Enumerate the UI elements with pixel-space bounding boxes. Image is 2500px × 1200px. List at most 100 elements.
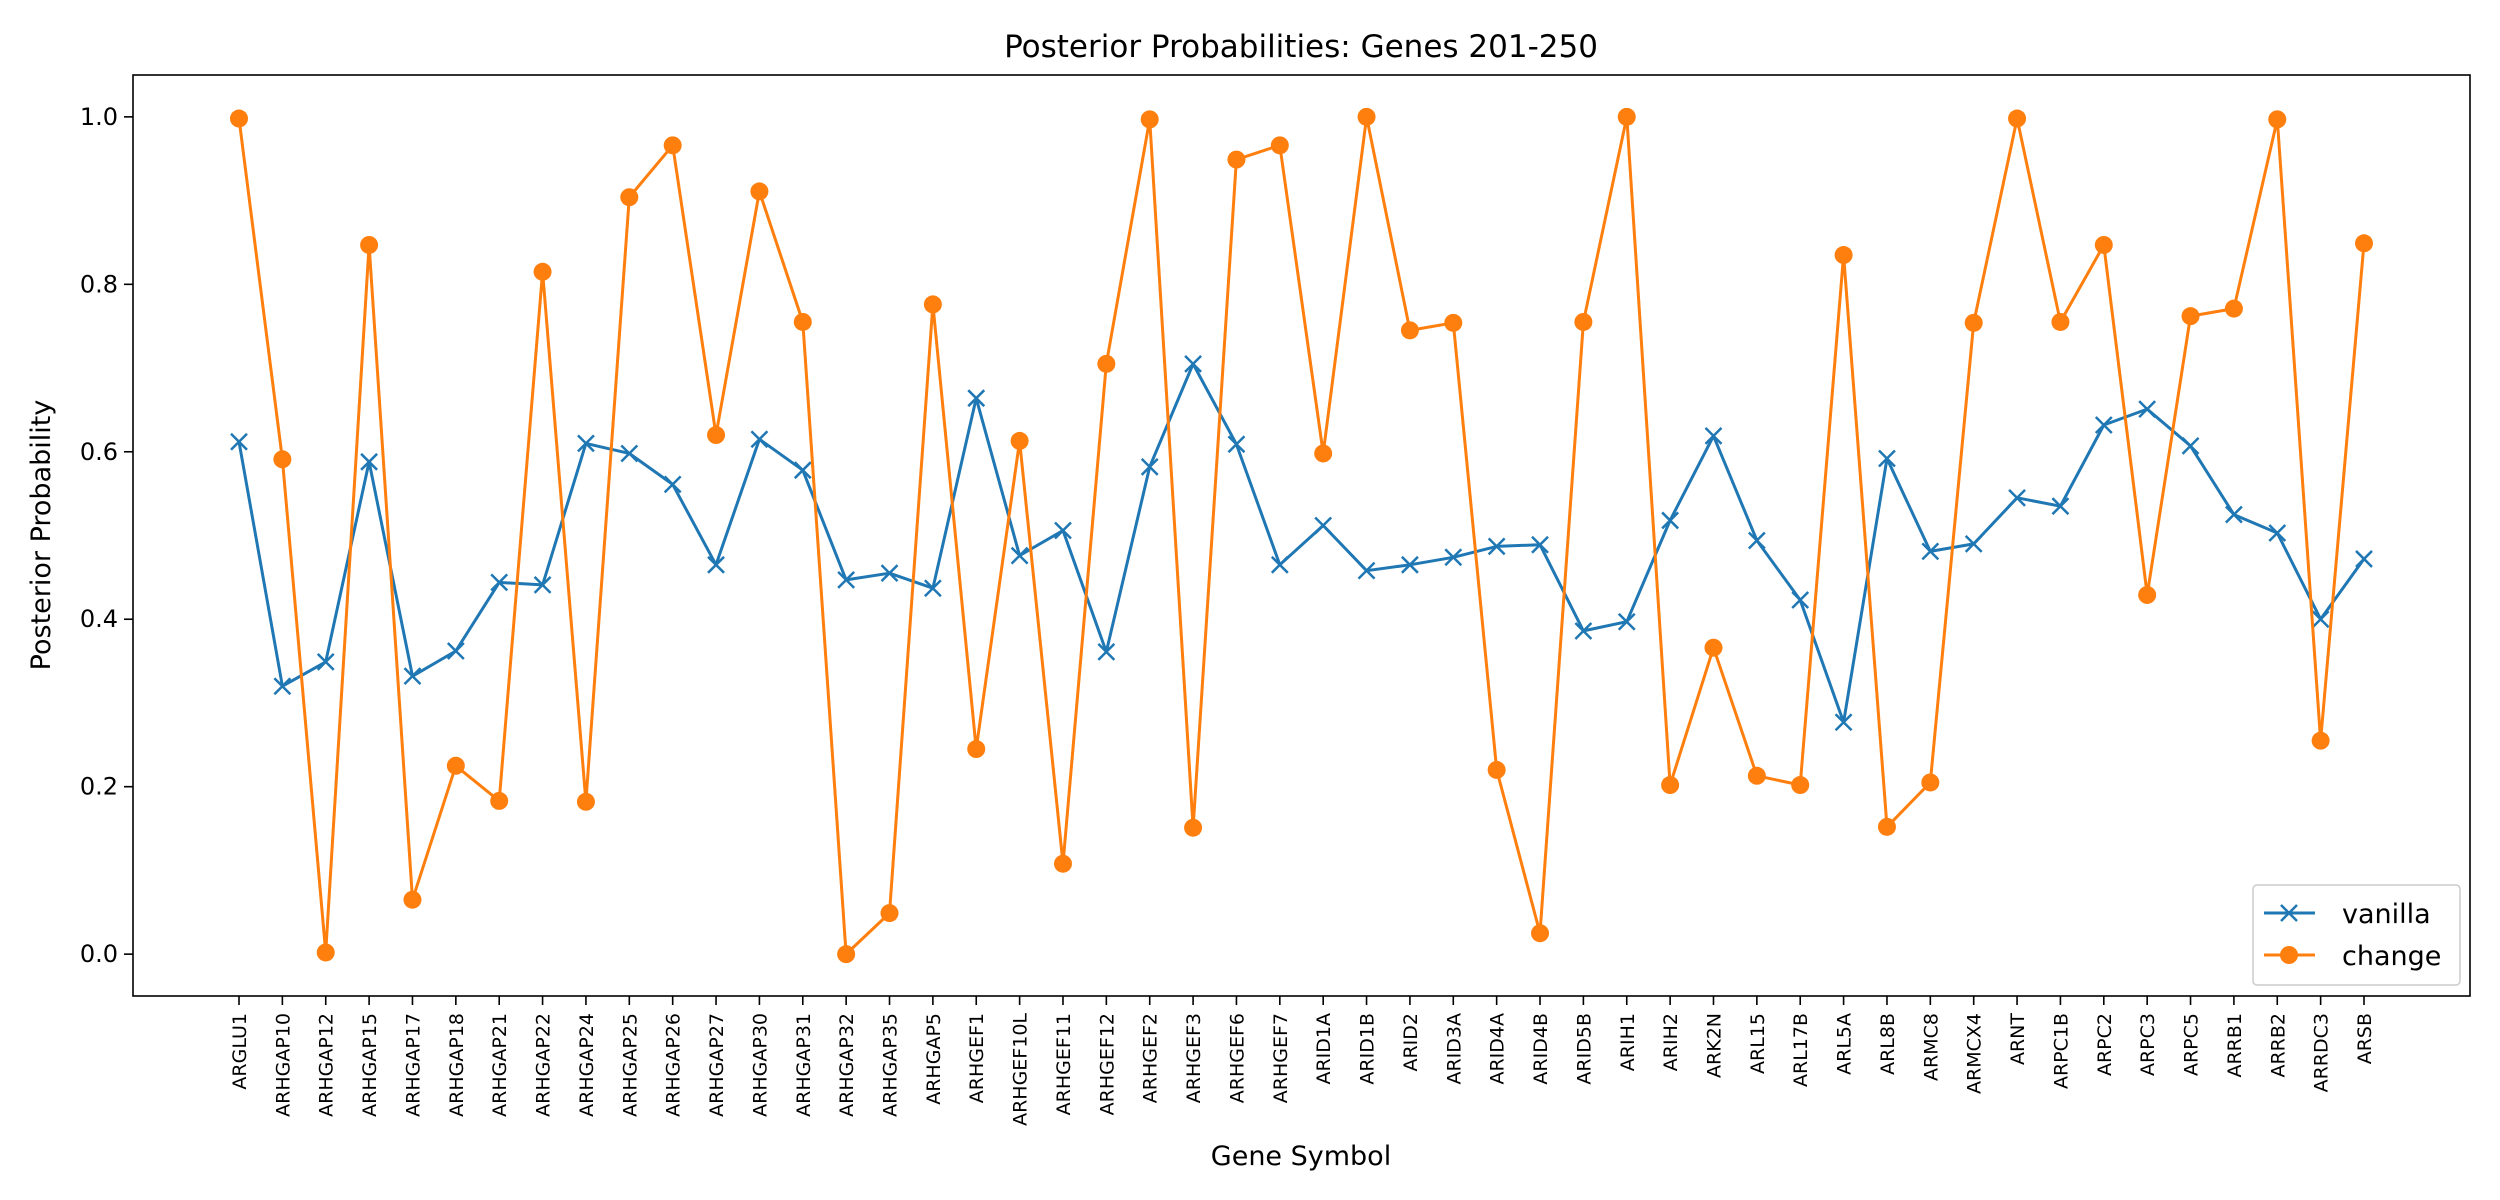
x-tick-label: ARHGAP17 — [402, 1013, 424, 1117]
x-tick-label: ARHGAP35 — [880, 1013, 902, 1117]
y-axis: 0.0 0.2 0.4 0.6 0.8 1.0 — [80, 103, 133, 968]
data-point — [533, 262, 552, 281]
x-tick-label: ARHGAP21 — [489, 1013, 511, 1117]
x-tick-label: ARHGEF2 — [1140, 1013, 1162, 1103]
data-point — [1574, 312, 1593, 331]
data-point — [1357, 107, 1376, 126]
data-point — [2008, 488, 2026, 507]
data-point — [360, 235, 379, 254]
data-point — [1010, 431, 1029, 450]
data-point — [620, 188, 639, 207]
data-point — [967, 740, 986, 759]
data-point — [2051, 312, 2070, 331]
x-tick-label: ARHGEF1 — [966, 1013, 988, 1103]
data-point — [1097, 354, 1116, 373]
data-point — [663, 475, 682, 494]
data-point — [923, 579, 942, 598]
plot-area — [230, 107, 2373, 964]
x-tick-label: ARRB2 — [2267, 1013, 2289, 1078]
data-point — [576, 792, 595, 811]
data-point — [707, 426, 726, 445]
data-point — [2224, 299, 2243, 318]
legend-marker-vanilla — [2280, 904, 2298, 922]
x-tick-label: ARID4B — [1530, 1013, 1552, 1085]
data-point — [1878, 449, 1896, 468]
data-point — [1921, 773, 1940, 792]
x-tick-label: ARPC5 — [2181, 1013, 2203, 1076]
data-point — [1314, 516, 1333, 535]
data-point — [837, 945, 856, 964]
data-point — [2355, 550, 2373, 568]
data-point — [1140, 110, 1159, 129]
series-line-vanilla — [237, 362, 2366, 724]
x-tick-label: ARHGAP18 — [446, 1013, 468, 1117]
data-point — [1834, 246, 1853, 265]
data-point — [793, 312, 812, 331]
x-tick-label: ARSB — [2354, 1013, 2376, 1064]
data-point — [230, 109, 248, 128]
data-point — [490, 573, 509, 592]
data-point — [490, 791, 509, 810]
data-point — [1400, 321, 1419, 340]
x-tick-label: ARMCX4 — [1964, 1013, 1986, 1094]
data-point — [577, 434, 595, 453]
x-tick-label: ARHGEF12 — [1096, 1013, 1118, 1115]
data-point — [446, 642, 465, 660]
series-change — [230, 107, 2373, 964]
legend-box — [2252, 884, 2461, 986]
plot-frame — [132, 74, 2471, 997]
data-point — [1704, 426, 1723, 445]
data-point — [880, 904, 899, 923]
data-point — [1661, 776, 1680, 795]
x-tick-label: ARPC3 — [2137, 1013, 2159, 1076]
data-point — [1097, 642, 1116, 661]
x-tick-label: ARHGAP22 — [533, 1013, 555, 1117]
x-tick-label: ARHGAP15 — [359, 1013, 381, 1117]
legend-label-vanilla: vanilla — [2342, 899, 2431, 930]
data-point — [1010, 546, 1029, 565]
x-tick-label: ARID2 — [1400, 1013, 1422, 1072]
series-line-change — [237, 115, 2366, 956]
data-point — [2181, 307, 2200, 326]
data-point — [1747, 531, 1766, 550]
x-tick-label: ARNT — [2007, 1013, 2029, 1065]
x-tick-label: ARID1B — [1357, 1013, 1379, 1085]
data-point — [1747, 766, 1766, 785]
x-tick-label: ARGLU1 — [229, 1013, 251, 1090]
data-point — [1574, 622, 1593, 640]
data-point — [707, 555, 725, 574]
x-tick-label: ARPC1B — [2050, 1013, 2072, 1089]
data-point — [1531, 924, 1550, 943]
data-point — [1270, 555, 1289, 574]
data-point — [1487, 537, 1506, 556]
x-tick-label: ARIH1 — [1617, 1013, 1639, 1071]
data-point — [2225, 505, 2243, 524]
chart-title: Posterior Probabilities: Genes 201-250 — [1004, 29, 1598, 65]
x-tick-label: ARID1A — [1313, 1013, 1335, 1085]
x-tick-label: ARHGAP31 — [793, 1013, 815, 1117]
data-point — [1791, 591, 1810, 609]
data-point — [1964, 313, 1983, 332]
data-point — [2094, 416, 2113, 434]
x-tick-label: ARHGEF11 — [1053, 1013, 1075, 1115]
x-tick-label: ARID5B — [1573, 1013, 1595, 1085]
data-point — [403, 890, 422, 909]
x-tick-label: ARHGEF7 — [1270, 1013, 1292, 1103]
data-point — [1921, 542, 1940, 561]
x-tick-label: ARPC2 — [2094, 1013, 2116, 1076]
legend-item-vanilla: vanilla — [2264, 899, 2431, 930]
data-point — [1487, 760, 1506, 779]
data-point — [1184, 818, 1203, 837]
x-tick-label: ARMC8 — [1920, 1013, 1942, 1081]
x-tick-label: ARHGAP10 — [272, 1013, 294, 1117]
y-tick-label: 0.0 — [80, 940, 118, 968]
data-point — [2051, 497, 2070, 516]
data-point — [1661, 511, 1680, 530]
x-tick-label: ARRB1 — [2224, 1013, 2246, 1078]
data-point — [316, 653, 335, 671]
x-tick-label: ARHGAP5 — [923, 1013, 945, 1105]
x-tick-label: ARHGAP12 — [316, 1013, 338, 1117]
data-point — [837, 570, 856, 589]
data-point — [1964, 534, 1983, 553]
